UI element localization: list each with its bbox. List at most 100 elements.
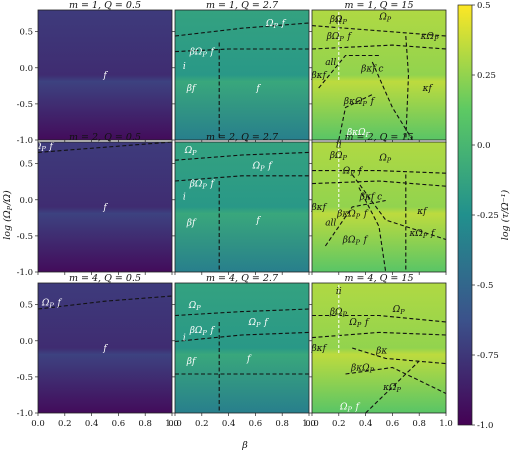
region-label: ΩP (188, 301, 202, 312)
regime-boundary (174, 331, 310, 343)
region-label: βκf c (360, 65, 383, 75)
region-label: βΩP (329, 15, 348, 26)
regime-boundary (312, 170, 447, 174)
x-tick-label: 0.4 (85, 419, 99, 429)
region-label: ii (336, 287, 342, 297)
panel-title: m = 1, Q = 15 (345, 0, 414, 11)
y-tick-label: 0.0 (19, 196, 33, 206)
region-label: βκf (310, 344, 327, 354)
panel-title: m = 4, Q = 2.7 (206, 273, 279, 284)
panel-1: f m = 1, Q = 0.5 0.5 0.0 -0.5 -1.0 (17, 0, 173, 146)
y-tick-label: 0.0 (19, 337, 33, 347)
region-label: βf (186, 84, 197, 94)
regime-boundary (174, 22, 310, 37)
heatmap-field (38, 283, 172, 413)
regime-boundary (174, 151, 310, 161)
regime-boundary (37, 295, 173, 310)
panel-5: ΩP ΩP f βΩP f βf f i m = 2, Q = 2.7 (172, 132, 310, 275)
region-label: κΩP (420, 32, 440, 43)
colorbar-tick-label: -0.5 (477, 281, 493, 291)
regime-boundary (345, 366, 447, 394)
regime-boundary (351, 174, 447, 241)
region-label: i (183, 193, 186, 203)
panel-4: ΩP f f m = 2, Q = 0.5 0.5 0.0 -0.5 -1.0 (17, 132, 173, 278)
region-label: βf (186, 357, 197, 367)
colorbar-ramp (457, 4, 473, 426)
heatmap-field (312, 283, 446, 413)
panel-title: m = 4, Q = 15 (345, 273, 414, 284)
panel-frame (311, 9, 447, 141)
panel-6: ΩP ΩP f βΩP βκf βκf c βκΩP f κf κΩP f βΩP f all… (309, 132, 447, 275)
y-tick-label: -1.0 (17, 268, 33, 278)
panel-frame (174, 282, 310, 414)
colorbar-tick-label: 0.25 (477, 71, 496, 81)
region-label: βκΩP (346, 128, 371, 139)
panel-title: m = 4, Q = 0.5 (69, 273, 141, 284)
colorbar-tick-label: -0.75 (477, 351, 499, 361)
heatmap-field (175, 142, 309, 272)
region-label: κf (422, 84, 434, 94)
x-tick-label: 0.6 (386, 419, 400, 429)
region-label: κΩP (382, 383, 402, 394)
region-label: f (102, 71, 108, 81)
colorbar-label: log (τ/Ω⁻¹) (500, 189, 511, 240)
y-tick-label: -0.5 (17, 232, 33, 242)
region-label: f (246, 354, 252, 364)
region-label: βκf (310, 71, 327, 81)
x-tick-label: 0.4 (359, 419, 373, 429)
regime-boundary (318, 54, 379, 89)
region-label: βΩP f (189, 48, 216, 59)
region-label: βΩP f (326, 32, 353, 43)
region-label: ΩP f (41, 299, 63, 310)
x-tick-label: 0.0 (31, 419, 45, 429)
region-label: βΩP (329, 151, 348, 162)
panel-3: ΩP βΩP κΩP βΩP f κf βκf all βκf c βκΩP βκΩP f… (309, 0, 447, 143)
panel-frame (174, 141, 310, 273)
regime-boundary (352, 347, 447, 365)
region-label: ΩP f (348, 318, 370, 329)
regime-boundary (37, 141, 173, 153)
heatmap-field (38, 10, 172, 140)
region-label: βf (186, 219, 197, 229)
regime-boundary (312, 314, 447, 323)
x-tick-label: 1.0 (165, 419, 179, 429)
region-label: ii (336, 16, 342, 26)
panel-frame (311, 141, 447, 273)
panel-title: m = 2, Q = 2.7 (206, 132, 279, 143)
panel-frame (37, 9, 173, 141)
region-label: all (325, 219, 336, 229)
panel-frame (311, 282, 447, 414)
region-label: ΩP (378, 154, 392, 165)
region-label: ΩP f (252, 161, 274, 172)
x-tick-label: 0.4 (222, 419, 236, 429)
regime-boundary (174, 48, 309, 53)
regime-boundary (324, 199, 386, 247)
y-axis-label: log (ΩP /Ω) (2, 190, 14, 240)
x-tick-label: 0.8 (412, 419, 426, 429)
region-label: f (255, 84, 261, 94)
heatmap-field (175, 283, 309, 413)
regime-boundary (365, 360, 420, 414)
region-label: ΩP (184, 146, 198, 157)
x-tick-label: 0.2 (58, 419, 72, 429)
panel-title: m = 1, Q = 2.7 (206, 0, 279, 11)
panel-title: m = 2, Q = 0.5 (69, 132, 141, 143)
region-label: f (255, 216, 261, 226)
region-label: ΩP (392, 305, 406, 316)
x-tick-label: 0.8 (138, 419, 152, 429)
regime-boundary (371, 61, 413, 141)
region-label: βκf (310, 203, 327, 213)
panel-title: m = 1, Q = 0.5 (69, 0, 141, 11)
panel-7: ΩP f f m = 4, Q = 0.5 0.0 0.2 0.4 0.6 0.8 1.0 0.5… (17, 273, 179, 429)
region-label: ΩP f (248, 318, 270, 329)
regime-boundary (174, 308, 310, 317)
heatmap-field (312, 10, 446, 140)
region-label: i (183, 334, 186, 344)
axis-labels: β log (ΩP /Ω) (2, 190, 248, 451)
regime-boundary (311, 180, 447, 187)
x-tick-label: 0.2 (332, 419, 346, 429)
y-tick-label: -0.5 (17, 100, 33, 110)
